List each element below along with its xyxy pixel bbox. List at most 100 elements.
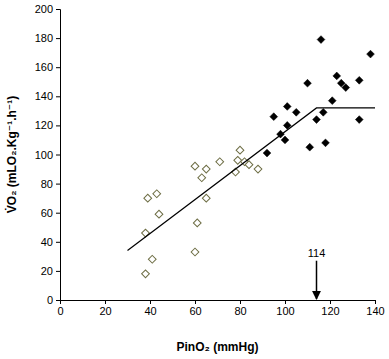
tick: 160	[35, 61, 60, 73]
tick: 100	[35, 149, 60, 161]
tick-mark	[195, 300, 196, 304]
tick-mark	[375, 300, 376, 304]
point	[234, 156, 242, 164]
tick: 0	[47, 294, 60, 306]
point	[198, 174, 206, 182]
tick-mark	[56, 271, 60, 272]
tick-label: 20	[99, 305, 111, 317]
point	[193, 219, 201, 227]
tick-mark	[56, 9, 60, 10]
point	[355, 76, 363, 84]
tick: 180	[35, 32, 60, 44]
tick-label: 40	[41, 236, 53, 248]
tick-label: 140	[366, 305, 384, 317]
tick: 140	[35, 90, 60, 102]
tick: 20	[99, 300, 111, 317]
axis-line	[56, 10, 61, 301]
tick-label: 80	[41, 178, 53, 190]
tick-label: 100	[35, 149, 53, 161]
tick: 200	[35, 3, 60, 15]
tick: 40	[41, 236, 60, 248]
tick-mark	[240, 300, 241, 304]
point	[144, 194, 152, 202]
point	[191, 162, 199, 170]
fit-line	[128, 108, 376, 251]
tick-label: 0	[57, 305, 63, 317]
tick-label: 180	[35, 32, 53, 44]
tick-mark	[56, 300, 60, 301]
x-axis-title: PinO₂ (mmHg)	[177, 340, 259, 354]
point	[313, 116, 321, 124]
point	[202, 194, 210, 202]
point	[333, 72, 341, 80]
point	[263, 149, 271, 157]
tick-mark	[56, 155, 60, 156]
plot: 0 20 40 60 80 100 120 140 0 20 40 60 80 100 120 140 160 1…	[35, 3, 385, 317]
tick-mark	[56, 184, 60, 185]
point	[322, 139, 330, 147]
tick-mark	[56, 96, 60, 97]
tick-mark	[56, 125, 60, 126]
point	[216, 158, 224, 166]
tick-label: 40	[144, 305, 156, 317]
tick-label: 120	[321, 305, 339, 317]
tick-label: 0	[47, 294, 53, 306]
tick-label: 60	[41, 207, 53, 219]
point	[142, 270, 150, 278]
tick-label: 60	[189, 305, 201, 317]
tick-label: 100	[276, 305, 294, 317]
tick-mark	[105, 300, 106, 304]
point	[155, 210, 163, 218]
point	[245, 161, 253, 169]
tick: 120	[321, 300, 339, 317]
tick: 100	[276, 300, 294, 317]
axis-line	[61, 301, 376, 305]
point	[328, 97, 336, 105]
point	[281, 136, 289, 144]
point	[270, 113, 278, 121]
point	[202, 165, 210, 173]
x-axis: 0 20 40 60 80 100 120 140	[57, 300, 384, 317]
point	[306, 143, 314, 151]
chart: 0 20 40 60 80 100 120 140 0 20 40 60 80 100 120 140 160 1…	[0, 0, 389, 359]
y-axis: 0 20 40 60 80 100 120 140 160 180 200	[35, 3, 61, 306]
tick: 140	[366, 300, 384, 317]
point	[142, 229, 150, 237]
tick: 120	[35, 119, 60, 131]
tick: 80	[234, 300, 246, 317]
point	[148, 255, 156, 263]
tick-label: 140	[35, 90, 53, 102]
tick-label: 200	[35, 3, 53, 15]
tick-mark	[285, 300, 286, 304]
tick-mark	[56, 67, 60, 68]
tick: 20	[41, 265, 60, 277]
point	[355, 116, 363, 124]
point	[317, 36, 325, 44]
tick-mark	[56, 242, 60, 243]
point	[319, 108, 327, 116]
tick-mark	[330, 300, 331, 304]
point	[283, 103, 291, 111]
point	[304, 79, 312, 87]
tick-mark	[56, 38, 60, 39]
tick-label: 160	[35, 61, 53, 73]
tick: 60	[41, 207, 60, 219]
point	[292, 108, 300, 116]
data-layer	[128, 36, 376, 278]
tick-label: 20	[41, 265, 53, 277]
point	[254, 165, 262, 173]
tick-mark	[150, 300, 151, 304]
point	[367, 50, 375, 58]
y-axis-title: V̇O₂ (mLO₂.Kg⁻¹.h⁻¹)	[4, 96, 19, 213]
point	[191, 248, 199, 256]
point	[236, 146, 244, 154]
tick-mark	[56, 213, 60, 214]
point	[153, 190, 161, 198]
annotation-arrow	[316, 261, 318, 299]
tick-label: 80	[234, 305, 246, 317]
point	[342, 84, 350, 92]
tick: 60	[189, 300, 201, 317]
tick: 0	[57, 300, 63, 317]
tick: 80	[41, 178, 60, 190]
annotation: 114	[308, 247, 326, 259]
